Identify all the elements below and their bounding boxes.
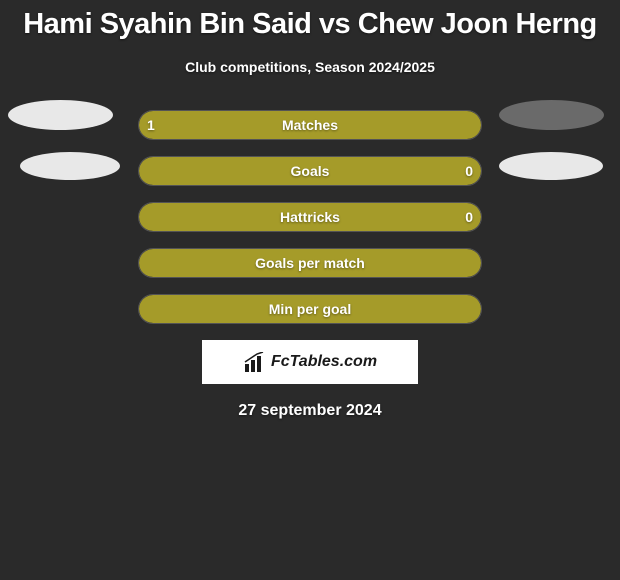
- stat-value-right: 0: [465, 209, 473, 225]
- logo-text: FcTables.com: [271, 353, 377, 371]
- stat-row-goals-per-match: Goals per match: [0, 248, 620, 278]
- stat-value-left: 1: [147, 117, 155, 133]
- stat-row-matches: 1 Matches: [0, 110, 620, 140]
- stat-label: Hattricks: [280, 209, 340, 225]
- bar-container: Goals per match: [138, 248, 482, 278]
- bar-container: 1 Matches: [138, 110, 482, 140]
- page-title: Hami Syahin Bin Said vs Chew Joon Herng: [0, 0, 620, 41]
- stat-row-hattricks: Hattricks 0: [0, 202, 620, 232]
- stats-area: 1 Matches Goals 0 Hattricks 0: [0, 110, 620, 324]
- stat-label: Goals: [291, 163, 330, 179]
- bar-container: Goals 0: [138, 156, 482, 186]
- bar-container: Min per goal: [138, 294, 482, 324]
- chart-icon: [243, 352, 267, 372]
- logo-box: FcTables.com: [202, 340, 418, 384]
- subtitle: Club competitions, Season 2024/2025: [0, 59, 620, 75]
- bar-container: Hattricks 0: [138, 202, 482, 232]
- stat-label: Matches: [282, 117, 338, 133]
- stat-value-right: 0: [465, 163, 473, 179]
- date-text: 27 september 2024: [0, 402, 620, 420]
- stat-label: Goals per match: [255, 255, 365, 271]
- stat-row-goals: Goals 0: [0, 156, 620, 186]
- stat-label: Min per goal: [269, 301, 351, 317]
- infographic-container: Hami Syahin Bin Said vs Chew Joon Herng …: [0, 0, 620, 580]
- stat-row-min-per-goal: Min per goal: [0, 294, 620, 324]
